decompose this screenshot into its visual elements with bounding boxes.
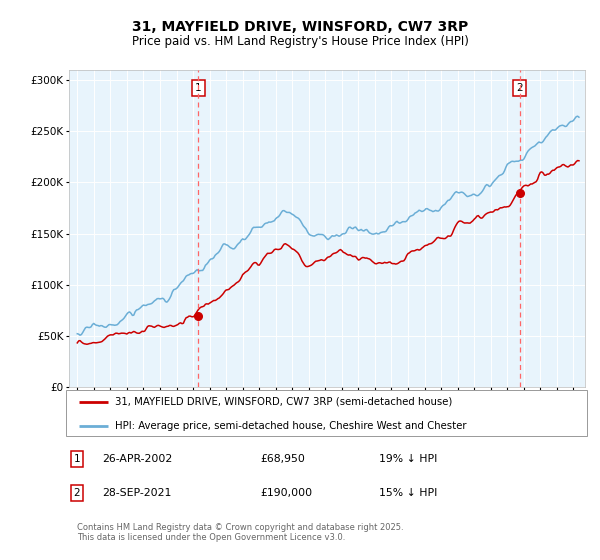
Text: 2: 2: [517, 83, 523, 94]
Text: 2: 2: [73, 488, 80, 498]
Text: £190,000: £190,000: [260, 488, 312, 498]
Text: 26-APR-2002: 26-APR-2002: [103, 454, 173, 464]
Text: 1: 1: [73, 454, 80, 464]
Text: 15% ↓ HPI: 15% ↓ HPI: [379, 488, 437, 498]
Text: 31, MAYFIELD DRIVE, WINSFORD, CW7 3RP: 31, MAYFIELD DRIVE, WINSFORD, CW7 3RP: [132, 20, 468, 34]
Text: 19% ↓ HPI: 19% ↓ HPI: [379, 454, 437, 464]
Text: 1: 1: [195, 83, 202, 94]
FancyBboxPatch shape: [67, 390, 587, 436]
Text: 28-SEP-2021: 28-SEP-2021: [103, 488, 172, 498]
Text: Price paid vs. HM Land Registry's House Price Index (HPI): Price paid vs. HM Land Registry's House …: [131, 35, 469, 48]
Text: £68,950: £68,950: [260, 454, 305, 464]
Text: Contains HM Land Registry data © Crown copyright and database right 2025.
This d: Contains HM Land Registry data © Crown c…: [77, 522, 403, 542]
Text: 31, MAYFIELD DRIVE, WINSFORD, CW7 3RP (semi-detached house): 31, MAYFIELD DRIVE, WINSFORD, CW7 3RP (s…: [115, 396, 453, 407]
Text: HPI: Average price, semi-detached house, Cheshire West and Chester: HPI: Average price, semi-detached house,…: [115, 421, 467, 431]
